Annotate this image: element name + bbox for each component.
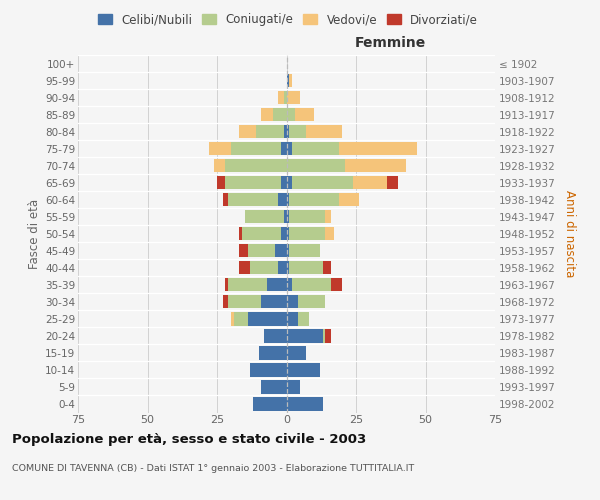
Bar (287, 295, 298, 308)
Bar (281, 142, 287, 156)
Bar (292, 142, 340, 156)
Bar (272, 108, 287, 121)
Bar (284, 91, 287, 104)
Bar (295, 108, 314, 121)
Bar (262, 108, 272, 121)
Bar (287, 346, 306, 360)
Bar (262, 380, 287, 394)
Bar (292, 176, 353, 190)
Bar (287, 261, 289, 274)
Bar (353, 176, 386, 190)
Bar (250, 261, 278, 274)
Bar (228, 193, 278, 206)
Bar (245, 210, 284, 224)
Bar (262, 295, 287, 308)
Bar (287, 380, 301, 394)
Bar (250, 364, 287, 376)
Text: COMUNE DI TAVENNA (CB) - Dati ISTAT 1° gennaio 2003 - Elaborazione TUTTITALIA.IT: COMUNE DI TAVENNA (CB) - Dati ISTAT 1° g… (12, 464, 414, 473)
Text: Popolazione per età, sesso e stato civile - 2003: Popolazione per età, sesso e stato civil… (12, 432, 366, 446)
Bar (287, 398, 323, 410)
Bar (228, 278, 267, 291)
Bar (289, 193, 340, 206)
Bar (287, 312, 298, 326)
Bar (281, 227, 287, 240)
Bar (289, 244, 320, 258)
Bar (284, 210, 287, 224)
Bar (289, 227, 325, 240)
Bar (231, 142, 281, 156)
Bar (281, 176, 287, 190)
Bar (331, 278, 342, 291)
Bar (340, 193, 359, 206)
Bar (386, 176, 398, 190)
Bar (239, 244, 248, 258)
Bar (248, 244, 275, 258)
Bar (256, 125, 284, 138)
Bar (289, 261, 323, 274)
Bar (248, 312, 287, 326)
Y-axis label: Anni di nascita: Anni di nascita (563, 190, 576, 278)
Bar (289, 125, 306, 138)
Bar (289, 74, 292, 87)
Bar (287, 227, 289, 240)
Bar (287, 244, 289, 258)
Bar (223, 193, 228, 206)
Bar (287, 125, 289, 138)
Bar (287, 159, 345, 172)
Bar (275, 244, 287, 258)
Legend: Celibi/Nubili, Coniugati/e, Vedovi/e, Divorziati/e: Celibi/Nubili, Coniugati/e, Vedovi/e, Di… (93, 8, 483, 31)
Bar (284, 125, 287, 138)
Bar (267, 278, 287, 291)
Bar (287, 142, 292, 156)
Bar (278, 193, 287, 206)
Bar (325, 330, 331, 342)
Bar (253, 398, 287, 410)
Bar (287, 330, 323, 342)
Bar (287, 193, 289, 206)
Bar (233, 312, 248, 326)
Bar (217, 176, 226, 190)
Bar (223, 295, 228, 308)
Bar (325, 210, 331, 224)
Bar (287, 74, 289, 87)
Bar (325, 227, 334, 240)
Bar (287, 108, 295, 121)
Y-axis label: Fasce di età: Fasce di età (28, 198, 41, 269)
Bar (239, 227, 242, 240)
Bar (226, 176, 281, 190)
Bar (214, 159, 226, 172)
Bar (259, 346, 287, 360)
Bar (287, 278, 292, 291)
Bar (306, 125, 342, 138)
Bar (298, 295, 325, 308)
Bar (287, 91, 301, 104)
Text: Femmine: Femmine (355, 36, 427, 50)
Bar (264, 330, 287, 342)
Bar (239, 261, 250, 274)
Bar (228, 295, 262, 308)
Bar (345, 159, 406, 172)
Bar (323, 330, 325, 342)
Bar (292, 278, 331, 291)
Bar (298, 312, 309, 326)
Bar (209, 142, 231, 156)
Bar (226, 159, 287, 172)
Bar (231, 312, 233, 326)
Bar (242, 227, 281, 240)
Bar (287, 210, 289, 224)
Bar (340, 142, 417, 156)
Bar (278, 91, 284, 104)
Bar (278, 261, 287, 274)
Bar (323, 261, 331, 274)
Bar (289, 210, 325, 224)
Bar (226, 278, 228, 291)
Bar (239, 125, 256, 138)
Bar (287, 364, 320, 376)
Bar (287, 176, 292, 190)
